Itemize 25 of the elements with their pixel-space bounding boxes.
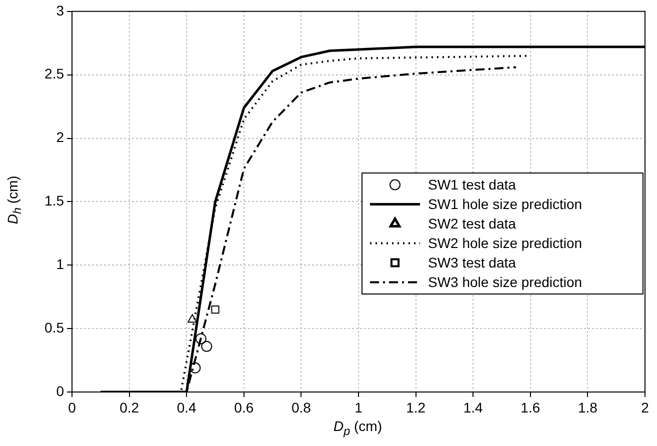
x-tick-label: 0: [68, 399, 76, 416]
y-tick-label: 3: [56, 2, 64, 18]
x-tick-label: 0.2: [120, 399, 140, 416]
x-tick-label: 0.4: [176, 399, 197, 416]
x-tick-label: 1: [354, 399, 363, 416]
legend-label: SW3 hole size prediction: [428, 274, 582, 290]
legend-label: SW2 test data: [428, 216, 516, 232]
x-tick-label: 0.6: [234, 399, 254, 416]
x-tick-label: 0.8: [291, 399, 312, 416]
x-tick-label: 1.6: [520, 399, 540, 416]
legend-label: SW1 test data: [428, 176, 516, 193]
y-tick-label: 0.5: [44, 319, 64, 336]
y-tick-label: 2: [56, 129, 64, 146]
y-tick-label: 1.5: [44, 192, 64, 209]
x-tick-label: 1.8: [578, 399, 598, 416]
y-tick-label: 1: [56, 256, 64, 272]
x-axis-title: D$_{p}$ (cm): [334, 418, 382, 438]
y-tick-label: 0: [56, 382, 64, 399]
x-tick-label: 1.2: [406, 399, 426, 416]
y-tick-label: 2.5: [44, 66, 64, 82]
x-tick-label: 1.4: [463, 399, 484, 416]
legend-label: SW3 test data: [428, 254, 516, 271]
legend-label: SW1 hole size prediction: [428, 196, 582, 212]
x-tick-label: 2: [641, 399, 650, 416]
legend-label: SW2 hole size prediction: [428, 235, 582, 252]
